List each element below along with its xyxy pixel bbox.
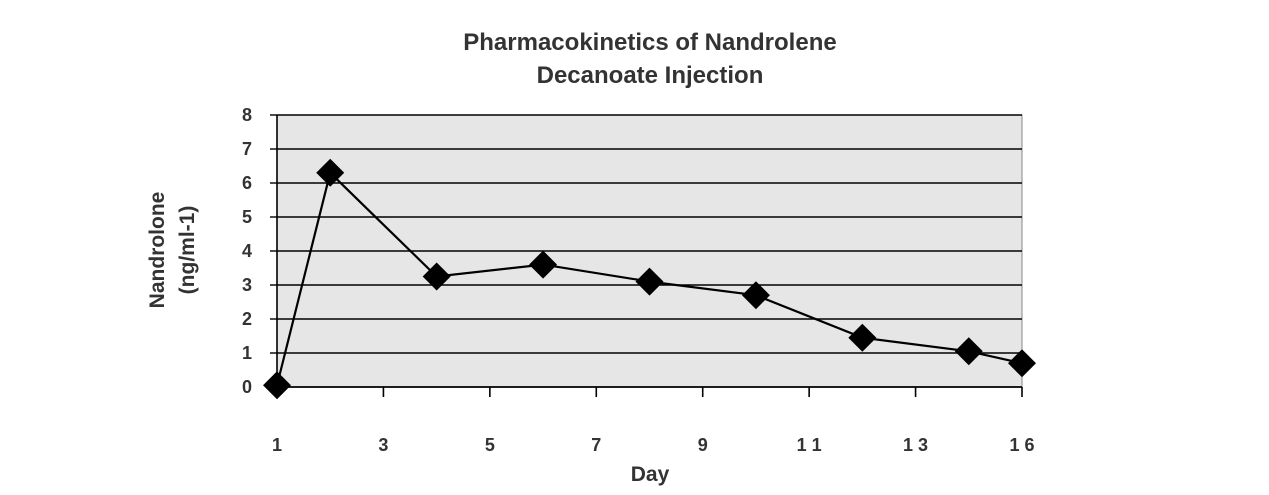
data-point bbox=[316, 158, 345, 187]
y-axis-label-line-2: (ng/ml-1) bbox=[176, 206, 199, 295]
data-point bbox=[848, 323, 877, 352]
y-axis-label-line-1: Nandrolone bbox=[146, 192, 169, 309]
y-axis-label: Nandrolone (ng/ml-1) bbox=[146, 192, 199, 309]
y-tick-label: 2 bbox=[242, 309, 252, 329]
data-point bbox=[422, 262, 451, 291]
y-tick-label: 0 bbox=[242, 377, 252, 397]
y-tick-label: 1 bbox=[242, 343, 252, 363]
x-tick-label: 3 bbox=[378, 435, 388, 455]
y-tick-label: 3 bbox=[242, 275, 252, 295]
data-point bbox=[635, 267, 664, 296]
x-tick-label: 7 bbox=[591, 435, 601, 455]
axes bbox=[276, 115, 1023, 397]
data-point bbox=[1008, 349, 1036, 378]
chart-title: Pharmacokinetics of Nandrolene Decanoate… bbox=[463, 29, 836, 89]
x-tick-label: 1 1 bbox=[797, 435, 822, 455]
chart-title-line-2: Decanoate Injection bbox=[537, 62, 764, 89]
x-tick-label: 5 bbox=[485, 435, 495, 455]
x-tick-label: 1 6 bbox=[1009, 435, 1034, 455]
chart-title-line-1: Pharmacokinetics of Nandrolene bbox=[463, 29, 836, 56]
y-tick-label: 8 bbox=[242, 105, 252, 125]
y-tick-label: 4 bbox=[242, 241, 252, 261]
y-tick-label: 7 bbox=[242, 139, 252, 159]
x-tick-label: 9 bbox=[698, 435, 708, 455]
y-tick-labels: 0 1 2 3 4 5 6 7 8 bbox=[242, 105, 252, 397]
x-axis-label: Day bbox=[631, 463, 670, 486]
series-layer bbox=[263, 158, 1036, 400]
x-tick-label: 1 bbox=[272, 435, 282, 455]
y-tick-label: 5 bbox=[242, 207, 252, 227]
data-point bbox=[741, 281, 770, 310]
x-tick-label: 1 3 bbox=[903, 435, 928, 455]
y-tick-label: 6 bbox=[242, 173, 252, 193]
data-point bbox=[954, 337, 983, 366]
data-point bbox=[529, 250, 558, 279]
data-point bbox=[263, 371, 291, 400]
